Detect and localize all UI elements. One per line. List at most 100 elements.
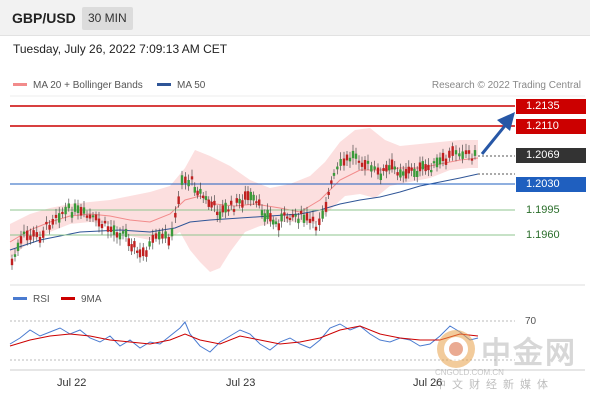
candle-body [221,205,224,213]
candle-body [269,213,272,222]
candle-body [385,164,388,172]
candle-body [308,218,312,223]
candle-body [142,247,145,257]
candle-body [232,209,236,212]
candle-body [148,241,151,247]
watermark-name: 中金网 [481,336,577,371]
candle-body [461,151,464,159]
candle-body [451,146,454,156]
candle-body [136,250,139,253]
candle-body [470,158,474,161]
candle-body [130,244,133,252]
candle-body [79,206,83,216]
candle-body [127,238,130,247]
candle-body [418,162,422,172]
candle-body [167,237,170,246]
candle-body [70,212,74,218]
candle-body [336,166,339,170]
candle-body [390,159,394,170]
candle-body [297,218,300,224]
legend-item-ma20-bb: MA 20 + Bollinger Bands [13,80,143,91]
candle-body [388,165,391,171]
candle-body [174,212,177,218]
candle-body [332,172,336,176]
candle-body [458,153,461,157]
watermark-tagline: 中文财经新媒体 [435,378,554,391]
rsi-legend-item: RSI [13,294,50,305]
candle-body [235,198,238,203]
candle-body [13,254,17,257]
candle-body [190,176,194,180]
bollinger-band-area [10,128,478,272]
candle-body [348,157,352,162]
candle-body [330,180,333,184]
candle-body [88,214,92,219]
candle-body [154,233,158,239]
candle-body [109,226,113,232]
candle-body [435,157,439,168]
candle-body [38,236,42,243]
candle-body [85,215,89,218]
ma50-swatch [157,82,171,86]
legend-item-ma50: MA 50 [157,80,205,91]
candle-body [467,150,471,154]
candle-body [45,221,48,225]
rsi-level-label: 70 [525,316,537,327]
candle-body [10,258,14,266]
candle-body [177,196,180,205]
candle-body [184,176,187,184]
candle-body [61,211,64,215]
chart-header: GBP/USD 30 MIN [0,0,590,36]
candle-body [115,232,119,238]
candle-body [432,161,436,164]
level-tag-support-1: 1.1995 [526,204,560,216]
candle-body [302,214,306,223]
candle-body [454,150,458,155]
candle-body [363,159,367,170]
timestamp: Tuesday, July 26, 2022 7:09:13 AM CET [13,42,228,56]
candle-body [246,191,250,201]
candle-body [207,199,210,207]
candle-body [252,194,255,201]
candle-body [393,166,396,170]
level-tag-support-2: 1.1960 [526,229,560,241]
candle-body [314,226,318,231]
candle-body [121,231,125,234]
rsi-ma-legend-item: 9MA [61,294,102,305]
x-axis-label: Jul 22 [57,377,87,389]
candle-body [382,168,385,172]
candle-body [444,158,448,165]
candle-body [118,232,122,240]
candle-body [124,228,128,237]
candle-body [421,161,424,170]
candle-body [199,188,202,194]
candle-body [67,203,70,209]
candle-body [255,201,258,204]
watermark: 中金网 CNGOLD.COM.CN 中文财经新媒体 [435,328,585,391]
candle-body [76,205,80,214]
candle-body [366,160,370,164]
candle-body [407,166,410,174]
candle-body [151,234,154,243]
candle-body [424,164,427,172]
x-axis-label: Jul 23 [226,377,256,389]
candle-body [360,162,364,167]
candle-body [286,216,289,219]
legend-label: MA 50 [177,80,206,91]
candle-body [277,223,280,231]
candle-body [32,230,35,237]
candle-body [210,201,213,208]
candle-body [345,154,349,161]
candle-body [441,152,445,162]
candle-body [91,215,95,218]
candle-body [464,150,468,155]
candle-body [342,158,346,166]
candle-body [196,190,199,196]
candle-body [339,159,342,166]
candle-body [103,220,107,224]
candle-body [64,206,67,215]
candle-body [16,242,20,251]
candle-body [161,233,164,239]
timeframe-button[interactable]: 30 MIN [82,7,133,30]
legend-label: MA 20 + Bollinger Bands [33,80,143,91]
